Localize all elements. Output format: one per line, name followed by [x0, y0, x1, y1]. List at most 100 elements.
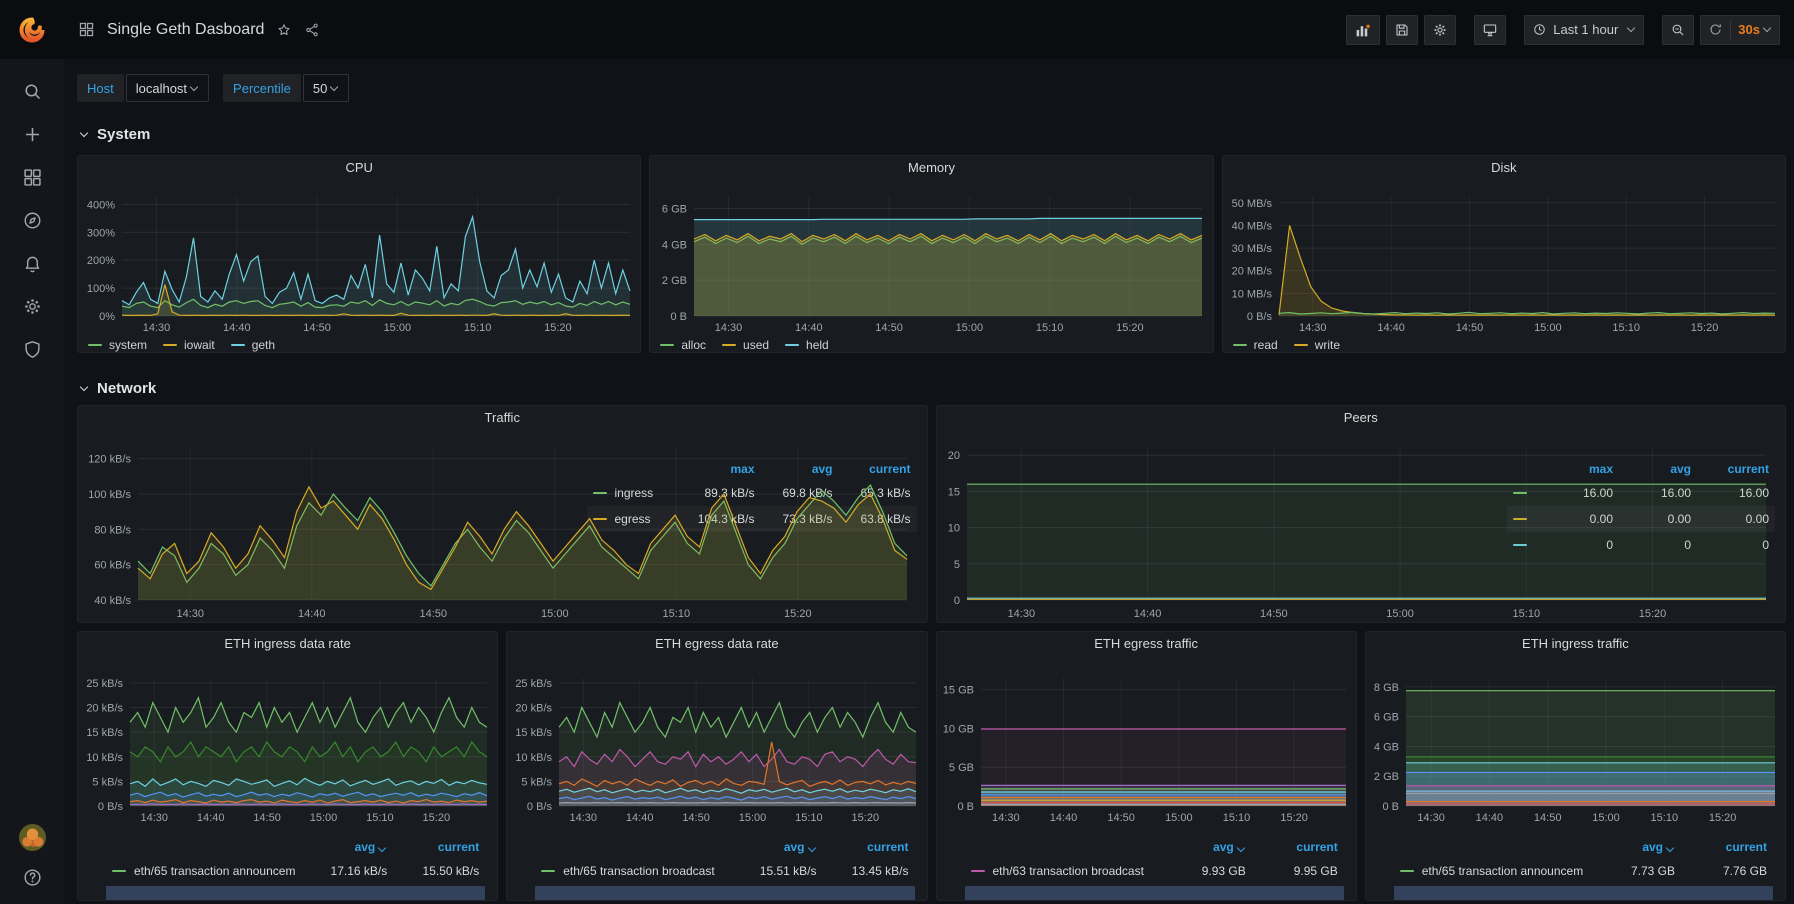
dashboards-icon[interactable]: [22, 167, 43, 188]
svg-text:5 GB: 5 GB: [948, 762, 973, 774]
disk-legend[interactable]: read write: [1223, 336, 1785, 352]
legend-item[interactable]: alloc: [660, 338, 706, 352]
alerting-bell-icon[interactable]: [22, 253, 43, 274]
time-range-picker[interactable]: Last 1 hour: [1524, 15, 1644, 45]
series-name[interactable]: system: [109, 338, 147, 352]
series-name[interactable]: used: [743, 338, 769, 352]
save-dashboard-button[interactable]: [1386, 15, 1418, 45]
legend-row[interactable]: eth/65 transaction announcement17.16 kB/…: [106, 858, 485, 884]
legend-row-partial[interactable]: [535, 886, 914, 901]
eth-ingress-traffic-chart[interactable]: 14:3014:4014:5015:0015:1015:200 B2 GB4 G…: [1366, 654, 1785, 826]
cycle-view-mode-button[interactable]: [1474, 15, 1506, 45]
variable-host-value[interactable]: localhost: [126, 74, 209, 102]
memory-legend[interactable]: alloc used held: [650, 336, 1212, 352]
legend-column-header[interactable]: current: [817, 840, 909, 854]
row-header-system[interactable]: System: [77, 121, 1786, 147]
create-plus-icon[interactable]: [22, 124, 43, 145]
svg-text:15:20: 15:20: [544, 322, 572, 334]
series-name[interactable]: eth/65 transaction announcement: [1422, 864, 1583, 878]
series-name[interactable]: eth/65 transaction broadcast: [563, 864, 714, 878]
variable-percentile-label[interactable]: Percentile: [223, 74, 301, 102]
legend-row[interactable]: eth/65 transaction announcement7.73 GB7.…: [1394, 858, 1773, 884]
eth-ingress-data-rate-legend-table[interactable]: avgcurrent eth/65 transaction announcemen…: [106, 836, 485, 901]
legend-column-header[interactable]: avg: [1154, 840, 1246, 854]
share-icon[interactable]: [304, 22, 320, 38]
series-name[interactable]: write: [1315, 338, 1340, 352]
svg-text:40 MB/s: 40 MB/s: [1231, 220, 1272, 232]
refresh-icon[interactable]: [1708, 22, 1723, 37]
traffic-chart[interactable]: 14:3014:4014:5015:0015:1015:2040 kB/s60 …: [78, 428, 587, 622]
series-name[interactable]: eth/63 transaction broadcast: [993, 864, 1144, 878]
panel-cpu: CPU 14:3014:4014:5015:0015:1015:200%100%…: [77, 155, 641, 353]
chevron-down-icon[interactable]: [1763, 24, 1771, 32]
series-name[interactable]: held: [806, 338, 829, 352]
eth-ingress-data-rate-chart[interactable]: 14:3014:4014:5015:0015:1015:200 B/s5 kB/…: [78, 654, 497, 826]
legend-column-header[interactable]: current: [1246, 840, 1338, 854]
add-panel-button[interactable]: [1346, 15, 1380, 45]
series-name[interactable]: eth/65 transaction announcement: [134, 864, 295, 878]
panel-title-disk[interactable]: Disk: [1223, 156, 1785, 178]
grafana-logo[interactable]: [0, 0, 64, 59]
legend-item[interactable]: iowait: [163, 338, 215, 352]
cpu-legend[interactable]: system iowait geth: [78, 336, 640, 352]
variable-percentile-value[interactable]: 50: [303, 74, 349, 102]
eth-egress-data-rate-legend-table[interactable]: avgcurrent eth/65 transaction broadcast15…: [535, 836, 914, 901]
svg-text:10 GB: 10 GB: [942, 723, 973, 735]
panel-title-cpu[interactable]: CPU: [78, 156, 640, 178]
cpu-chart[interactable]: 14:3014:4014:5015:0015:1015:200%100%200%…: [78, 178, 640, 336]
legend-column-header[interactable]: avg: [295, 840, 387, 854]
disk-chart[interactable]: 14:3014:4014:5015:0015:1015:200 B/s10 MB…: [1223, 178, 1785, 336]
panel-title-traffic[interactable]: Traffic: [78, 406, 927, 428]
legend-column-header[interactable]: current: [387, 840, 479, 854]
eth-ingress-traffic-legend-table[interactable]: avgcurrent eth/65 transaction announcemen…: [1394, 836, 1773, 901]
legend-item[interactable]: system: [88, 338, 147, 352]
series-name[interactable]: read: [1254, 338, 1278, 352]
legend-item[interactable]: write: [1294, 338, 1340, 352]
search-icon[interactable]: [22, 81, 43, 102]
dashboard-title[interactable]: Single Geth Dasboard: [107, 21, 264, 39]
refresh-interval-label[interactable]: 30s: [1738, 22, 1760, 37]
eth-egress-data-rate-chart[interactable]: 14:3014:4014:5015:0015:1015:200 B/s5 kB/…: [507, 654, 926, 826]
dashboard-settings-button[interactable]: [1424, 15, 1456, 45]
svg-text:8 GB: 8 GB: [1374, 682, 1399, 694]
legend-row-partial[interactable]: [965, 886, 1344, 901]
legend-item[interactable]: geth: [231, 338, 275, 352]
user-avatar[interactable]: [19, 824, 46, 851]
panel-title-eth-ingress-traffic[interactable]: ETH ingress traffic: [1366, 632, 1785, 654]
eth-egress-traffic-legend-table[interactable]: avgcurrent eth/63 transaction broadcast9.…: [965, 836, 1344, 901]
legend-column-header[interactable]: avg: [1583, 840, 1675, 854]
panel-title-memory[interactable]: Memory: [650, 156, 1212, 178]
legend-item[interactable]: used: [722, 338, 769, 352]
series-name[interactable]: geth: [252, 338, 275, 352]
legend-column-header[interactable]: avg: [725, 840, 817, 854]
memory-chart[interactable]: 14:3014:4014:5015:0015:1015:200 B2 GB4 G…: [650, 178, 1212, 336]
legend-row-partial[interactable]: [1394, 886, 1773, 901]
legend-column-header[interactable]: current: [1675, 840, 1767, 854]
series-name[interactable]: iowait: [184, 338, 215, 352]
panel-title-eth-egress-data-rate[interactable]: ETH egress data rate: [507, 632, 926, 654]
server-admin-shield-icon[interactable]: [22, 339, 43, 360]
series-name[interactable]: alloc: [681, 338, 706, 352]
help-icon[interactable]: [22, 867, 43, 888]
panel-title-peers[interactable]: Peers: [937, 406, 1786, 428]
explore-compass-icon[interactable]: [22, 210, 43, 231]
panel-memory: Memory 14:3014:4014:5015:0015:1015:200 B…: [649, 155, 1213, 353]
star-icon[interactable]: [276, 22, 292, 38]
panel-title-eth-egress-traffic[interactable]: ETH egress traffic: [937, 632, 1356, 654]
svg-text:6 GB: 6 GB: [662, 204, 687, 216]
legend-item[interactable]: read: [1233, 338, 1278, 352]
peers-chart[interactable]: 14:3014:4014:5015:0015:1015:2005101520: [937, 428, 1508, 622]
configuration-gear-icon[interactable]: [22, 296, 43, 317]
svg-text:0%: 0%: [99, 311, 115, 323]
row-header-network[interactable]: Network: [77, 375, 1786, 401]
eth-egress-traffic-chart[interactable]: 14:3014:4014:5015:0015:1015:200 B5 GB10 …: [937, 654, 1356, 826]
zoom-out-button[interactable]: [1662, 15, 1694, 45]
refresh-button-group[interactable]: 30s: [1700, 15, 1780, 45]
legend-row[interactable]: eth/65 transaction broadcast15.51 kB/s13…: [535, 858, 914, 884]
variable-host-label[interactable]: Host: [77, 74, 124, 102]
panel-title-eth-ingress-data-rate[interactable]: ETH ingress data rate: [78, 632, 497, 654]
svg-text:14:40: 14:40: [1377, 322, 1405, 334]
legend-row-partial[interactable]: [106, 886, 485, 901]
legend-row[interactable]: eth/63 transaction broadcast9.93 GB9.95 …: [965, 858, 1344, 884]
legend-item[interactable]: held: [785, 338, 829, 352]
